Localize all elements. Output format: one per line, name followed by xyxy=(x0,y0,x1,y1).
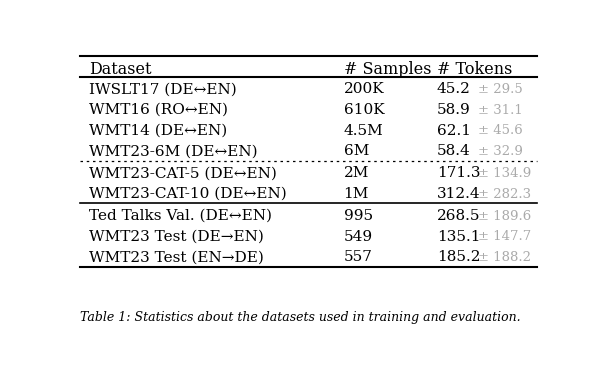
Text: 62.1: 62.1 xyxy=(437,124,471,138)
Text: ± 32.9: ± 32.9 xyxy=(478,145,523,158)
Text: WMT23-CAT-10 (DE↔EN): WMT23-CAT-10 (DE↔EN) xyxy=(89,187,287,201)
Text: 312.4: 312.4 xyxy=(437,187,480,201)
Text: ± 147.7: ± 147.7 xyxy=(478,230,531,243)
Text: 185.2: 185.2 xyxy=(437,251,480,264)
Text: 557: 557 xyxy=(344,251,373,264)
Text: IWSLT17 (DE↔EN): IWSLT17 (DE↔EN) xyxy=(89,82,237,96)
Text: 135.1: 135.1 xyxy=(437,230,480,244)
Text: 45.2: 45.2 xyxy=(437,82,471,96)
Text: ± 29.5: ± 29.5 xyxy=(478,83,523,96)
Text: 549: 549 xyxy=(344,230,373,244)
Text: # Tokens: # Tokens xyxy=(437,61,512,78)
Text: ± 31.1: ± 31.1 xyxy=(478,104,523,117)
Text: 58.4: 58.4 xyxy=(437,144,471,159)
Text: 58.9: 58.9 xyxy=(437,103,471,117)
Text: 1M: 1M xyxy=(344,187,369,201)
Text: 200K: 200K xyxy=(344,82,384,96)
Text: WMT23-CAT-5 (DE↔EN): WMT23-CAT-5 (DE↔EN) xyxy=(89,166,277,180)
Text: Dataset: Dataset xyxy=(89,61,152,78)
Text: 6M: 6M xyxy=(344,144,369,159)
Text: 2M: 2M xyxy=(344,166,369,180)
Text: Ted Talks Val. (DE↔EN): Ted Talks Val. (DE↔EN) xyxy=(89,209,272,223)
Text: Table 1: Statistics about the datasets used in training and evaluation.: Table 1: Statistics about the datasets u… xyxy=(80,310,521,324)
Text: 610K: 610K xyxy=(344,103,384,117)
Text: ± 189.6: ± 189.6 xyxy=(478,209,531,223)
Text: WMT14 (DE↔EN): WMT14 (DE↔EN) xyxy=(89,124,228,138)
Text: ± 282.3: ± 282.3 xyxy=(478,188,531,200)
Text: WMT23-6M (DE↔EN): WMT23-6M (DE↔EN) xyxy=(89,144,258,159)
Text: WMT23 Test (EN→DE): WMT23 Test (EN→DE) xyxy=(89,251,264,264)
Text: ± 45.6: ± 45.6 xyxy=(478,124,523,137)
Text: # Samples: # Samples xyxy=(344,61,431,78)
Text: 171.3: 171.3 xyxy=(437,166,480,180)
Text: 268.5: 268.5 xyxy=(437,209,480,223)
Text: WMT16 (RO↔EN): WMT16 (RO↔EN) xyxy=(89,103,228,117)
Text: 4.5M: 4.5M xyxy=(344,124,383,138)
Text: WMT23 Test (DE→EN): WMT23 Test (DE→EN) xyxy=(89,230,264,244)
Text: ± 134.9: ± 134.9 xyxy=(478,167,531,180)
Text: ± 188.2: ± 188.2 xyxy=(478,251,531,264)
Text: 995: 995 xyxy=(344,209,373,223)
